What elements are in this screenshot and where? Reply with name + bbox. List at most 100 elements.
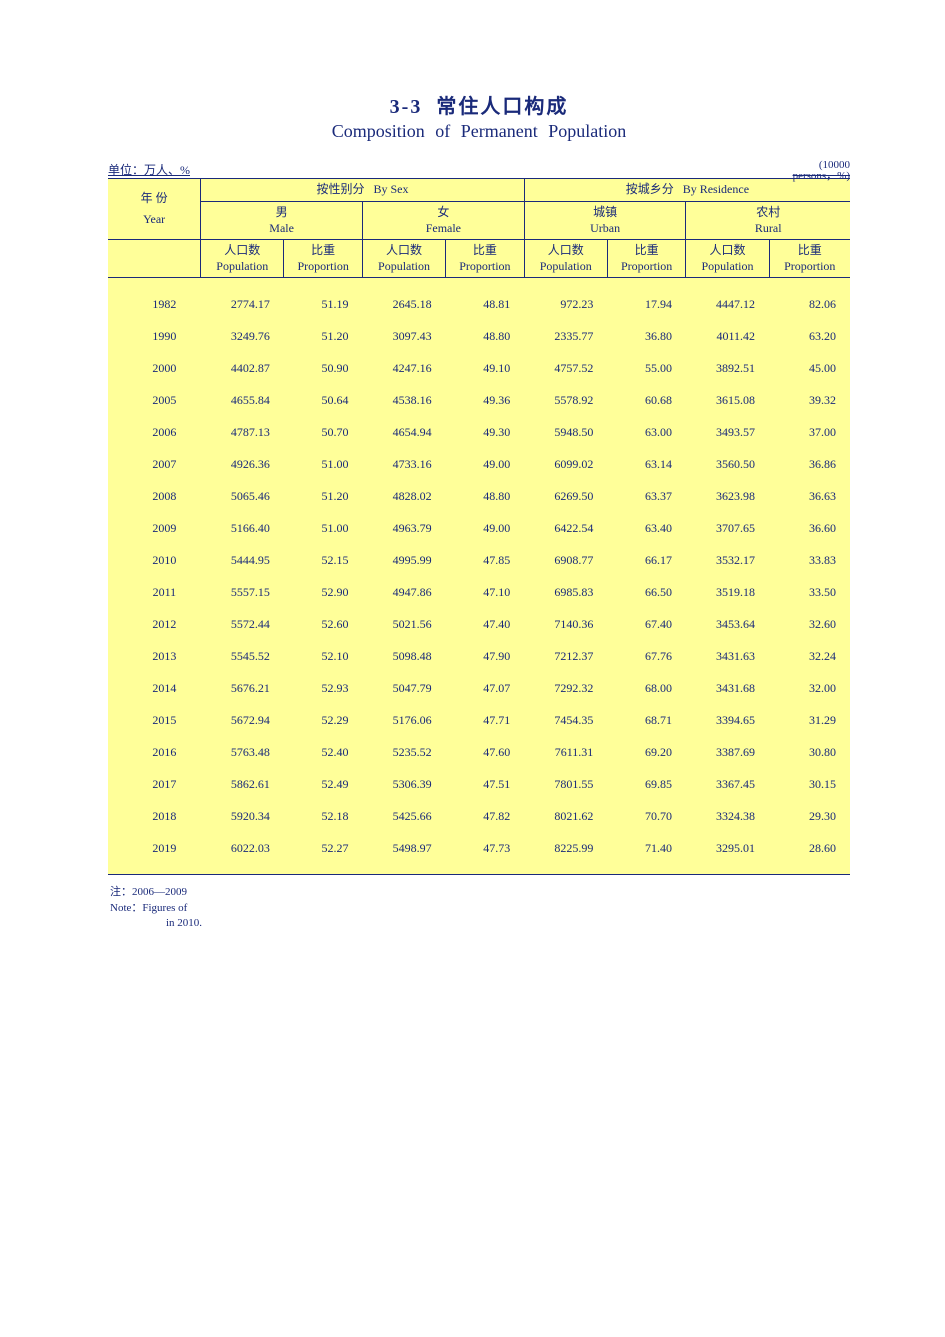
cell-rural-pop: 3431.63 <box>686 640 769 672</box>
cell-urban-pop: 5578.92 <box>524 384 607 416</box>
cell-urban-pop: 7292.32 <box>524 672 607 704</box>
footnote-line3: in 2010. <box>110 916 850 931</box>
cell-urban-prop: 63.40 <box>607 512 686 544</box>
table-row: 20054655.8450.644538.1649.365578.9260.68… <box>108 384 850 416</box>
cell-male-prop: 51.00 <box>284 512 363 544</box>
cell-rural-pop: 3453.64 <box>686 608 769 640</box>
cell-urban-prop: 68.00 <box>607 672 686 704</box>
cell-urban-prop: 66.17 <box>607 544 686 576</box>
cell-year: 2009 <box>108 512 201 544</box>
header-rural: 农村 Rural <box>686 202 850 240</box>
cell-male-pop: 4926.36 <box>201 448 284 480</box>
cell-urban-pop: 8021.62 <box>524 800 607 832</box>
cell-male-pop: 5672.94 <box>201 704 284 736</box>
title-en: Composition of Permanent Population <box>108 121 850 142</box>
table-row: 20095166.4051.004963.7949.006422.5463.40… <box>108 512 850 544</box>
unit-right: (10000 persons，%) <box>793 160 850 182</box>
table-row: 20145676.2152.935047.7947.077292.3268.00… <box>108 672 850 704</box>
header-female: 女 Female <box>362 202 524 240</box>
cell-urban-pop: 6269.50 <box>524 480 607 512</box>
header-male-cn: 男 <box>201 202 362 221</box>
cell-urban-prop: 66.50 <box>607 576 686 608</box>
cell-male-pop: 4655.84 <box>201 384 284 416</box>
cell-male-pop: 5862.61 <box>201 768 284 800</box>
cell-year: 2011 <box>108 576 201 608</box>
population-table: 年 份 Year 按性别分 By Sex 按城乡分 By Residence 男… <box>108 178 850 875</box>
cell-male-prop: 51.00 <box>284 448 363 480</box>
cell-urban-prop: 71.40 <box>607 832 686 864</box>
title-cn-text: 常住人口构成 <box>436 96 568 118</box>
cell-rural-pop: 3532.17 <box>686 544 769 576</box>
cell-male-pop: 5065.46 <box>201 480 284 512</box>
cell-urban-prop: 67.40 <box>607 608 686 640</box>
cell-female-pop: 5306.39 <box>362 768 445 800</box>
footnotes: 注：2006—2009 Note：Figures of in 2010. <box>108 885 850 931</box>
header-year-cn: 年 份 <box>108 188 200 207</box>
header-row-groups: 年 份 Year 按性别分 By Sex 按城乡分 By Residence <box>108 179 850 202</box>
cell-female-pop: 5176.06 <box>362 704 445 736</box>
header-male-pop: 人口数Population <box>201 240 284 278</box>
cell-rural-prop: 28.60 <box>769 832 850 864</box>
cell-male-prop: 52.27 <box>284 832 363 864</box>
cell-rural-pop: 4011.42 <box>686 320 769 352</box>
header-rural-pop: 人口数Population <box>686 240 769 278</box>
header-row-metrics: 人口数Population 比重Proportion 人口数Population… <box>108 240 850 278</box>
cell-year: 2008 <box>108 480 201 512</box>
cell-male-pop: 5557.15 <box>201 576 284 608</box>
cell-urban-prop: 60.68 <box>607 384 686 416</box>
header-by-sex-cn: 按性别分 <box>316 182 364 196</box>
header-by-sex-en: By Sex <box>373 182 408 196</box>
body-top-spacer <box>108 278 850 289</box>
header-by-res-en: By Residence <box>683 182 749 196</box>
unit-left: 单位：万人、% <box>108 161 190 178</box>
cell-rural-pop: 3431.68 <box>686 672 769 704</box>
cell-male-prop: 51.19 <box>284 288 363 320</box>
header-rural-cn: 农村 <box>686 202 850 221</box>
cell-female-pop: 4947.86 <box>362 576 445 608</box>
cell-female-prop: 49.30 <box>446 416 525 448</box>
cell-rural-prop: 33.50 <box>769 576 850 608</box>
cell-female-pop: 5235.52 <box>362 736 445 768</box>
table-row: 20074926.3651.004733.1649.006099.0263.14… <box>108 448 850 480</box>
table-row: 20155672.9452.295176.0647.717454.3568.71… <box>108 704 850 736</box>
cell-rural-prop: 36.63 <box>769 480 850 512</box>
header-female-pop: 人口数Population <box>362 240 445 278</box>
cell-rural-pop: 3394.65 <box>686 704 769 736</box>
cell-urban-prop: 17.94 <box>607 288 686 320</box>
cell-year: 2010 <box>108 544 201 576</box>
cell-year: 2019 <box>108 832 201 864</box>
footnote-line2: Note：Figures of <box>110 901 850 916</box>
header-by-sex: 按性别分 By Sex <box>201 179 524 202</box>
cell-year: 1982 <box>108 288 201 320</box>
cell-rural-prop: 29.30 <box>769 800 850 832</box>
cell-year: 2014 <box>108 672 201 704</box>
cell-female-prop: 49.36 <box>446 384 525 416</box>
table-row: 20185920.3452.185425.6647.828021.6270.70… <box>108 800 850 832</box>
cell-rural-pop: 3615.08 <box>686 384 769 416</box>
cell-year: 2012 <box>108 608 201 640</box>
table-row: 20196022.0352.275498.9747.738225.9971.40… <box>108 832 850 864</box>
cell-urban-pop: 4757.52 <box>524 352 607 384</box>
cell-female-pop: 4995.99 <box>362 544 445 576</box>
header-rural-prop: 比重Proportion <box>769 240 850 278</box>
table-row: 20004402.8750.904247.1649.104757.5255.00… <box>108 352 850 384</box>
cell-female-prop: 48.80 <box>446 320 525 352</box>
cell-year: 2016 <box>108 736 201 768</box>
unit-right-bottom: persons，%) <box>793 170 850 182</box>
table-row: 20105444.9552.154995.9947.856908.7766.17… <box>108 544 850 576</box>
header-urban-cn: 城镇 <box>525 202 686 221</box>
cell-rural-pop: 3295.01 <box>686 832 769 864</box>
cell-urban-pop: 7611.31 <box>524 736 607 768</box>
header-urban-prop: 比重Proportion <box>607 240 686 278</box>
cell-female-pop: 4654.94 <box>362 416 445 448</box>
table-row: 20115557.1552.904947.8647.106985.8366.50… <box>108 576 850 608</box>
table-row: 20085065.4651.204828.0248.806269.5063.37… <box>108 480 850 512</box>
header-year: 年 份 Year <box>108 179 201 240</box>
cell-female-prop: 49.00 <box>446 448 525 480</box>
table-row: 20175862.6152.495306.3947.517801.5569.85… <box>108 768 850 800</box>
cell-urban-pop: 8225.99 <box>524 832 607 864</box>
footnote-line1: 注：2006—2009 <box>110 885 850 900</box>
header-urban-pop: 人口数Population <box>524 240 607 278</box>
cell-year: 1990 <box>108 320 201 352</box>
cell-year: 2006 <box>108 416 201 448</box>
